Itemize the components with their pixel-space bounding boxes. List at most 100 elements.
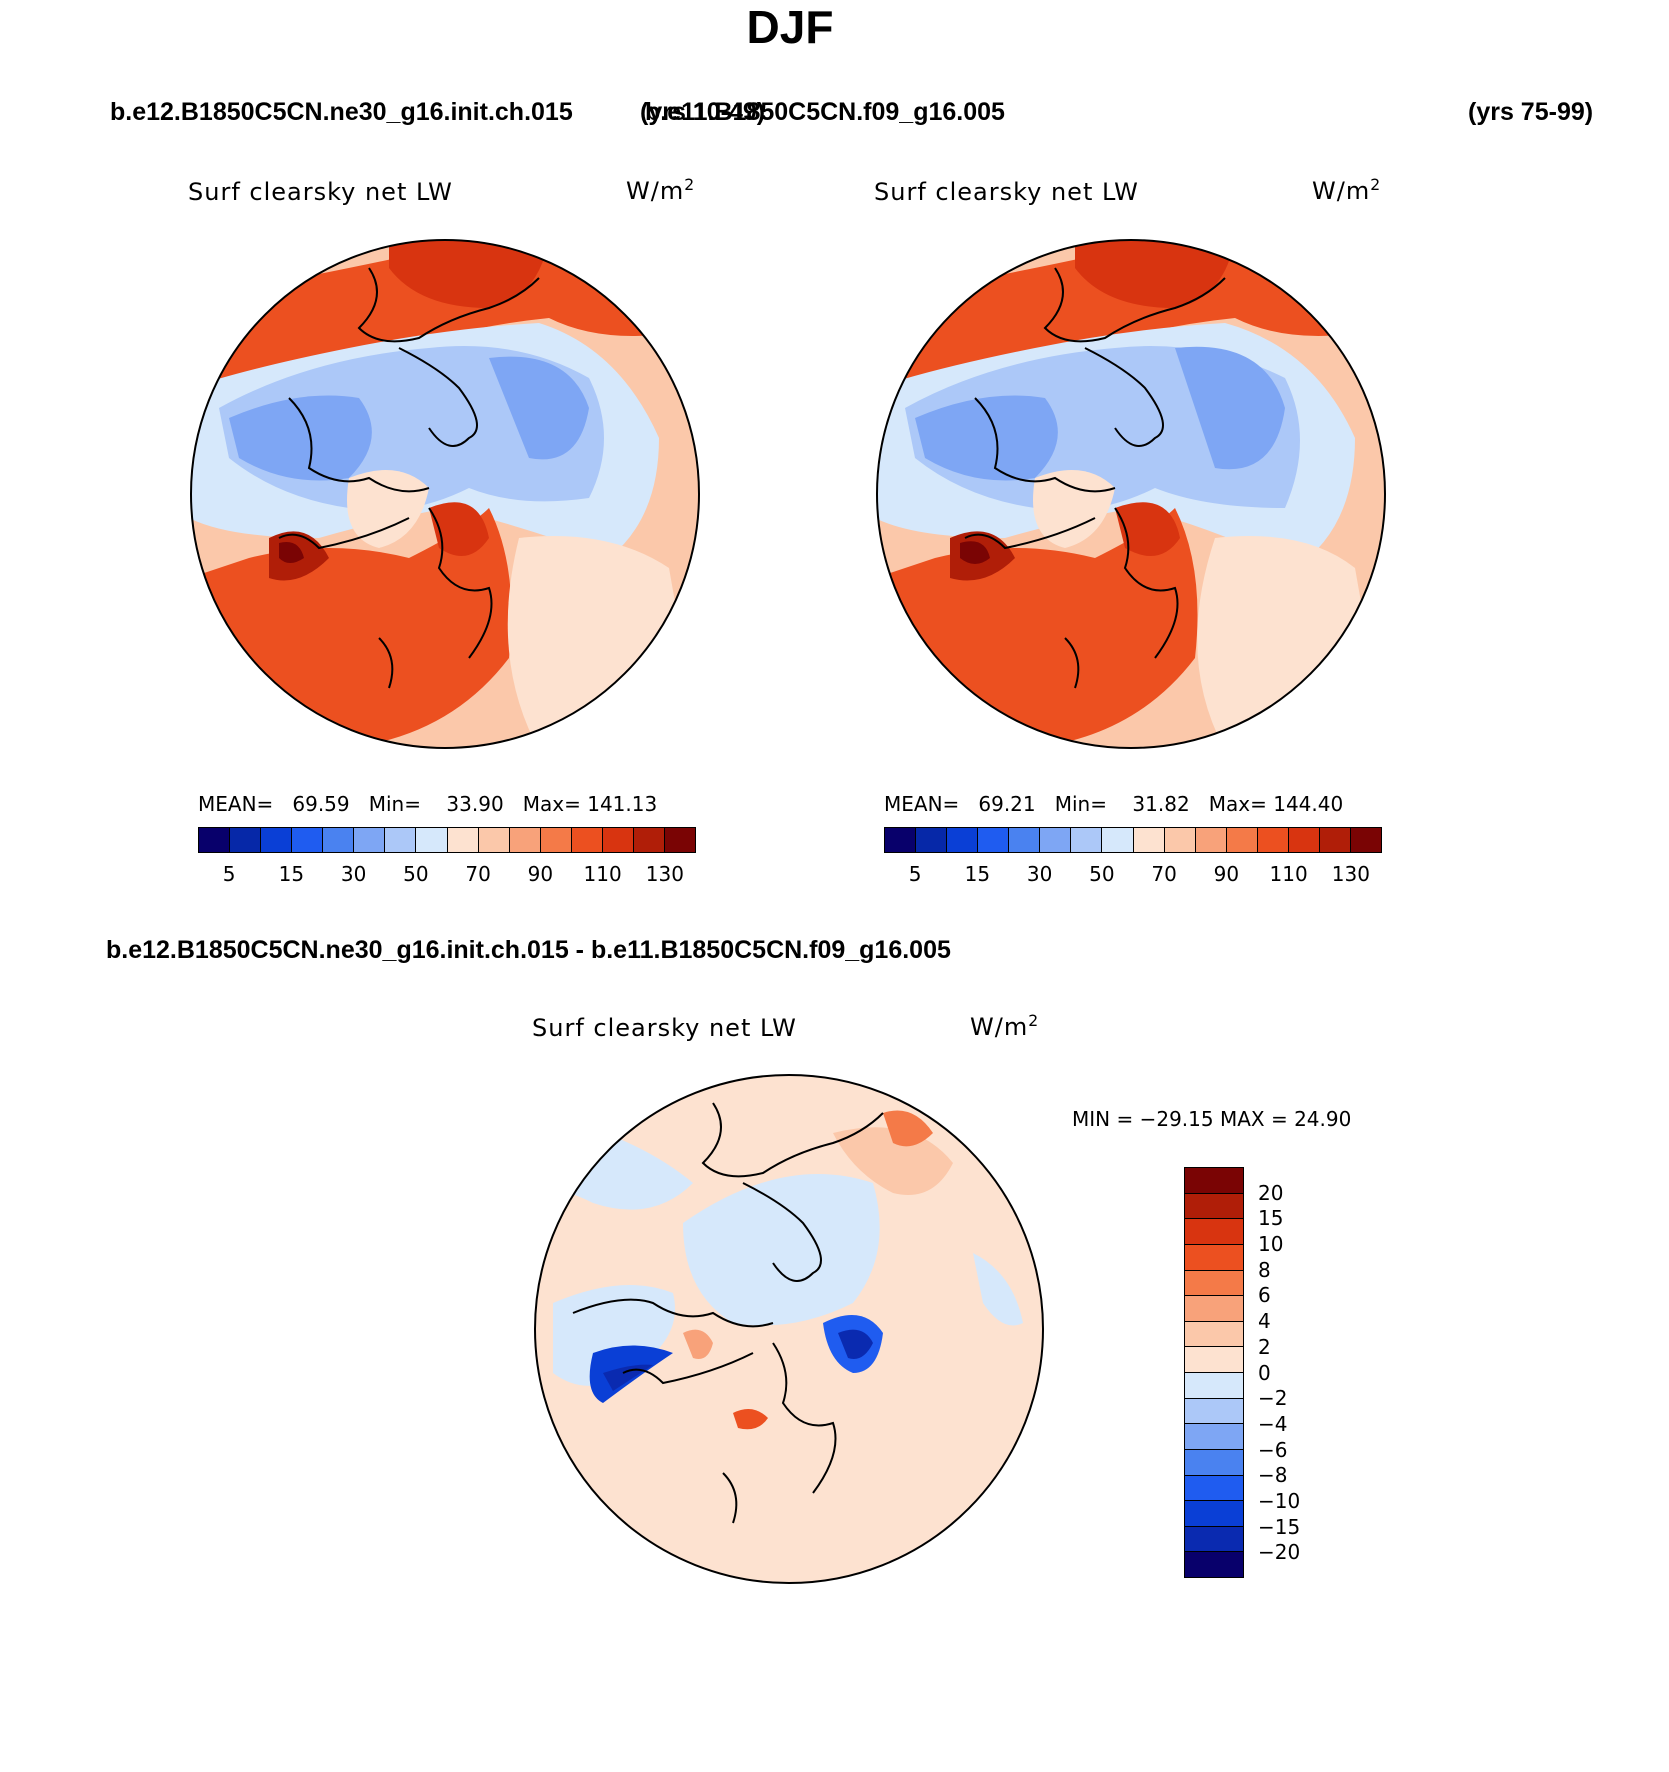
colorbar-box — [1319, 828, 1351, 852]
colorbar-tick-label: 2 — [1258, 1334, 1271, 1359]
colorbar-tick-label: 70 — [1151, 862, 1177, 886]
colorbar-box — [354, 828, 386, 852]
colorbar-box — [292, 828, 324, 852]
colorbar-box — [1185, 1168, 1243, 1194]
colorbar-box — [978, 828, 1010, 852]
colorbar-box — [1185, 1296, 1243, 1322]
diff-coastlines — [572, 1102, 884, 1524]
colorbar-box — [1257, 828, 1289, 852]
colorbar-tick-label: 15 — [278, 862, 305, 886]
colorbar-box — [1185, 1373, 1243, 1399]
panel1-variable: Surf clearsky net LW — [188, 178, 453, 206]
panel1-colorbar-ticks: 5 15 30 50 70 90 110 130 — [198, 862, 696, 886]
panel1-units: W/m2 — [626, 176, 696, 205]
colorbar-box — [1185, 1244, 1243, 1271]
colorbar-box — [261, 828, 293, 852]
colorbar-box — [1185, 1321, 1243, 1348]
colorbar-box — [1185, 1219, 1243, 1245]
case2-label: b.e11.B1850C5CN.f09_g16.005 — [645, 98, 1005, 126]
colorbar-box — [509, 828, 541, 852]
colorbar-box — [885, 828, 917, 852]
colorbar-box — [571, 828, 603, 852]
panel2-colorbar-ticks: 5 15 30 50 70 90 110 130 — [884, 862, 1382, 886]
colorbar-box — [323, 828, 355, 852]
colorbar-box — [230, 828, 262, 852]
colorbar-box — [1133, 828, 1165, 852]
colorbar-tick-label: 90 — [1213, 862, 1240, 886]
colorbar-box — [1185, 1449, 1243, 1476]
case1-label: b.e12.B1850C5CN.ne30_g16.init.ch.015 — [110, 98, 573, 126]
colorbar-tick-label: −10 — [1258, 1488, 1301, 1513]
panel1-coastlines — [278, 267, 540, 689]
colorbar-box — [540, 828, 572, 852]
panel2-variable: Surf clearsky net LW — [874, 178, 1139, 206]
colorbar-tick-label: 8 — [1258, 1257, 1271, 1282]
colorbar-tick-label: 5 — [908, 862, 922, 886]
colorbar-box — [947, 828, 979, 852]
colorbar-box — [1040, 828, 1072, 852]
colorbar-tick-label: 110 — [583, 862, 622, 886]
colorbar-tick-label: 130 — [645, 862, 684, 886]
colorbar-box — [1185, 1501, 1243, 1527]
colorbar-box — [1164, 828, 1196, 852]
colorbar-box — [1185, 1475, 1243, 1502]
panel1-colorbar — [198, 827, 696, 853]
panel2-contours — [877, 240, 1385, 748]
colorbar-box — [1288, 828, 1320, 852]
diff-minmax: MIN = −29.15 MAX = 24.90 — [1072, 1107, 1352, 1131]
panel2-map — [876, 239, 1386, 749]
colorbar-tick-label: 70 — [465, 862, 491, 886]
colorbar-tick-label: 50 — [403, 862, 429, 886]
panel1-stats: MEAN= 69.59 Min= 33.90 Max= 141.13 — [198, 792, 658, 816]
colorbar-box — [1071, 828, 1103, 852]
colorbar-tick-label: 30 — [340, 862, 367, 886]
colorbar-box — [447, 828, 479, 852]
colorbar-tick-label: 90 — [527, 862, 554, 886]
colorbar-box — [199, 828, 231, 852]
colorbar-box — [1185, 1398, 1243, 1425]
colorbar-tick-label: 130 — [1331, 862, 1370, 886]
colorbar-tick-label: 5 — [222, 862, 236, 886]
diff-title: b.e12.B1850C5CN.ne30_g16.init.ch.015 - b… — [106, 936, 951, 964]
panel2-colorbar — [884, 827, 1382, 853]
diff-map — [534, 1074, 1044, 1584]
colorbar-box — [478, 828, 510, 852]
colorbar-box — [385, 828, 417, 852]
colorbar-box — [1185, 1270, 1243, 1297]
panel2-stats: MEAN= 69.21 Min= 31.82 Max= 144.40 — [884, 792, 1344, 816]
colorbar-box — [1226, 828, 1258, 852]
panel2-coastlines — [964, 267, 1226, 689]
colorbar-box — [916, 828, 948, 852]
colorbar-tick-label: −20 — [1258, 1540, 1301, 1565]
colorbar-tick-label: −15 — [1258, 1514, 1301, 1539]
colorbar-tick-label: 20 — [1258, 1180, 1284, 1205]
colorbar-box — [633, 828, 665, 852]
colorbar-box — [1350, 828, 1381, 852]
colorbar-tick-label: 0 — [1258, 1360, 1271, 1385]
colorbar-box — [602, 828, 634, 852]
colorbar-tick-label: −8 — [1258, 1463, 1288, 1488]
panel1-map — [190, 239, 700, 749]
page-title: DJF — [746, 1, 834, 53]
colorbar-tick-label: 50 — [1089, 862, 1115, 886]
panel2-units: W/m2 — [1312, 176, 1382, 205]
colorbar-tick-label: 10 — [1258, 1232, 1284, 1257]
colorbar-tick-label: 4 — [1258, 1309, 1271, 1334]
colorbar-tick-label: −4 — [1258, 1411, 1288, 1436]
diff-units: W/m2 — [970, 1012, 1040, 1041]
colorbar-tick-label: 15 — [964, 862, 991, 886]
colorbar-tick-label: 15 — [1258, 1206, 1284, 1231]
case1-years: (yrs 10-49) — [640, 98, 766, 126]
diff-variable: Surf clearsky net LW — [532, 1014, 797, 1042]
colorbar-box — [1102, 828, 1134, 852]
diff-colorbar-ticks: 20 15 10 8 6 4 2 0 −2 −4 −6 −8 −10 −15 −20 — [1258, 1167, 1318, 1578]
colorbar-box — [1185, 1552, 1243, 1577]
colorbar-tick-label: 110 — [1269, 862, 1308, 886]
colorbar-box — [1185, 1347, 1243, 1373]
colorbar-box — [1195, 828, 1227, 852]
colorbar-box — [1185, 1526, 1243, 1553]
colorbar-tick-label: −2 — [1258, 1386, 1288, 1411]
diff-contours — [535, 1075, 1043, 1583]
colorbar-box — [664, 828, 695, 852]
colorbar-box — [1185, 1424, 1243, 1450]
